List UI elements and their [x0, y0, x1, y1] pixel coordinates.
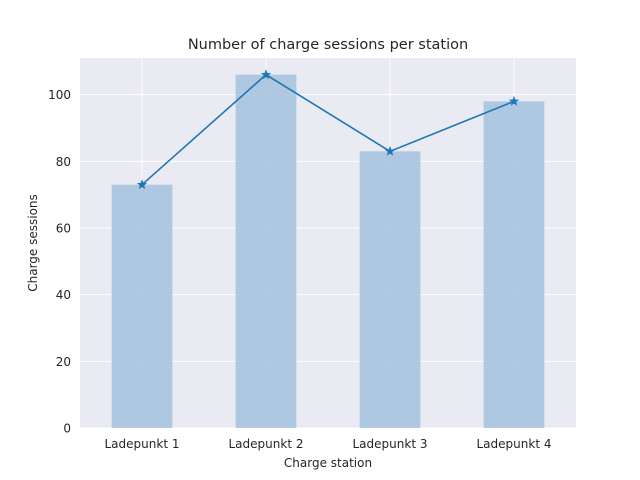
star-marker: [508, 95, 520, 106]
x-axis-ticks: Ladepunkt 1 Ladepunkt 2 Ladepunkt 3 Ladepun…: [105, 437, 552, 451]
x-axis-label: Charge station: [284, 456, 372, 470]
y-axis-ticks: 0 20 40 60 80 100: [48, 88, 71, 435]
bar: [111, 184, 173, 428]
chart-title: Number of charge sessions per station: [188, 37, 468, 53]
star-marker: [260, 69, 272, 80]
star-marker: [384, 145, 396, 156]
y-tick-label: 60: [56, 222, 71, 236]
star-marker: [136, 179, 148, 190]
bar: [359, 151, 421, 429]
series-line: [141, 73, 515, 186]
y-tick-label: 80: [56, 155, 71, 169]
x-tick-label: Ladepunkt 3: [353, 437, 428, 451]
y-tick-label: 20: [56, 355, 71, 369]
x-tick-label: Ladepunkt 2: [229, 437, 304, 451]
bar: [235, 74, 297, 429]
y-tick-label: 100: [48, 88, 71, 102]
x-tick-label: Ladepunkt 4: [477, 437, 552, 451]
line-series: [136, 69, 520, 190]
bars: [111, 74, 545, 429]
y-tick-label: 40: [56, 288, 71, 302]
y-axis-label: Charge sessions: [26, 194, 40, 292]
x-tick-label: Ladepunkt 1: [105, 437, 180, 451]
y-tick-label: 0: [63, 422, 71, 436]
bar: [483, 101, 545, 428]
